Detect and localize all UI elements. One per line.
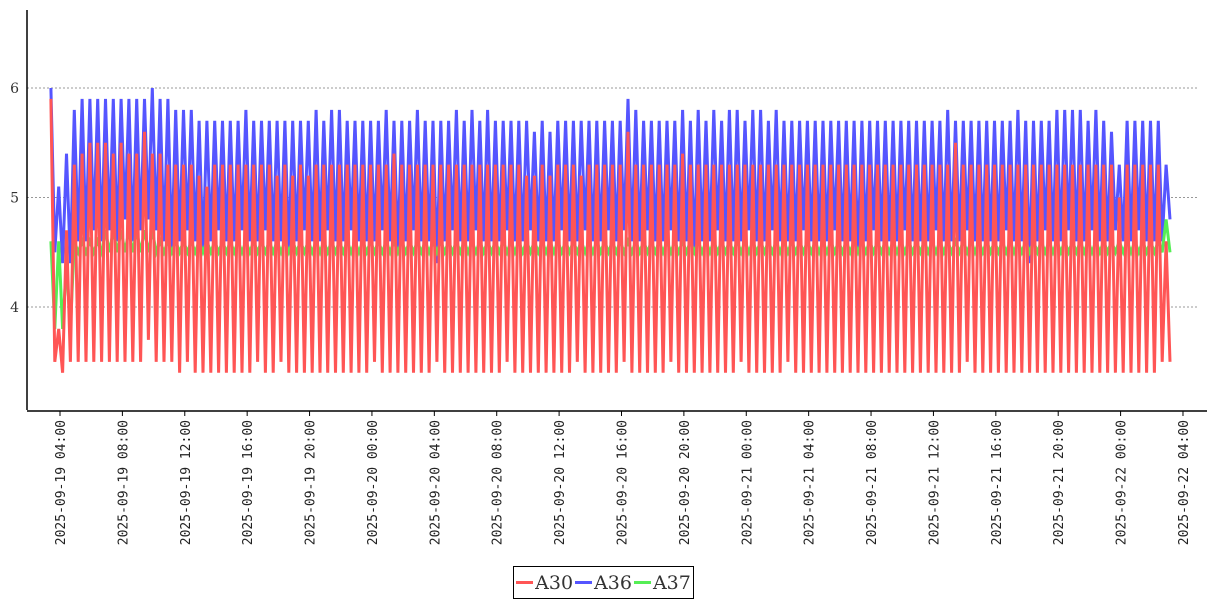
y-tick-label: 4	[10, 300, 19, 316]
x-tick-label: 2025-09-20 20:00	[678, 420, 693, 545]
legend-label-a37: A37	[652, 571, 691, 594]
x-tick-label: 2025-09-19 20:00	[304, 420, 319, 545]
x-tick-label: 2025-09-21 16:00	[990, 420, 1005, 545]
legend-swatch-a36	[575, 581, 593, 584]
y-tick-label: 6	[10, 81, 19, 97]
y-tick-labels: 4 5 6	[10, 81, 19, 316]
x-tick-label: 2025-09-20 08:00	[491, 420, 506, 545]
legend-item-a37: A37	[633, 571, 691, 594]
x-tick-label: 2025-09-21 20:00	[1052, 420, 1067, 545]
x-tick-label: 2025-09-22 04:00	[1177, 420, 1192, 545]
series-line-a30	[49, 98, 1172, 373]
x-tick-label: 2025-09-20 00:00	[366, 420, 381, 545]
legend-item-a30: A30	[516, 572, 573, 594]
x-tick-label: 2025-09-21 04:00	[803, 420, 818, 545]
x-tick-label: 2025-09-22 00:00	[1115, 420, 1130, 545]
x-tick-labels: 2025-09-19 04:00 2025-09-19 08:00 2025-09-…	[54, 411, 1192, 545]
series-lines	[49, 87, 1172, 373]
series-line-a36	[49, 87, 1172, 264]
x-tick-label: 2025-09-19 16:00	[241, 420, 256, 545]
x-tick-label: 2025-09-19 08:00	[116, 420, 131, 545]
x-tick-label: 2025-09-19 12:00	[179, 420, 194, 545]
legend-swatch-a30	[516, 581, 534, 584]
x-tick-label: 2025-09-20 04:00	[428, 420, 443, 545]
x-tick-label: 2025-09-20 16:00	[615, 420, 630, 545]
legend-label-a30: A30	[535, 571, 574, 594]
x-tick-label: 2025-09-21 08:00	[865, 420, 880, 545]
legend: A30 A36 A37	[513, 566, 694, 599]
legend-item-a36: A36	[575, 572, 632, 594]
legend-label-a36: A36	[594, 571, 632, 594]
legend-swatch-a37	[633, 581, 651, 584]
x-tick-label: 2025-09-21 12:00	[927, 420, 942, 545]
x-tick-label: 2025-09-21 00:00	[740, 420, 755, 545]
y-tick-label: 5	[10, 191, 19, 207]
x-tick-label: 2025-09-20 12:00	[553, 420, 568, 545]
x-tick-label: 2025-09-19 04:00	[54, 420, 69, 545]
